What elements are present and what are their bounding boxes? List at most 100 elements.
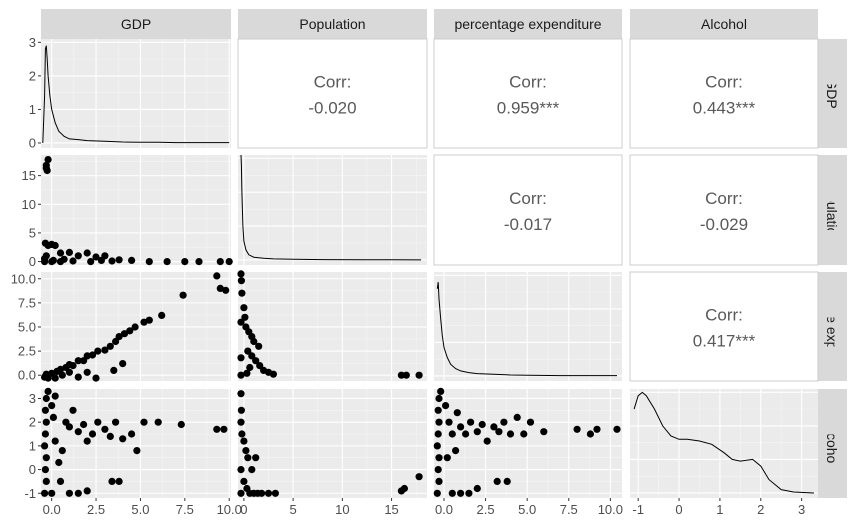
column-strip-label: percentage expenditure <box>454 16 601 32</box>
correlation-value: 0.959*** <box>497 99 560 118</box>
scatter-point <box>540 428 548 436</box>
scatter-point <box>213 425 221 433</box>
scatter-point <box>434 466 442 474</box>
scatter-point <box>163 258 171 266</box>
scatter-point <box>467 418 475 426</box>
correlation-panel <box>629 38 819 149</box>
scatter-point <box>442 402 450 410</box>
scatter-point <box>83 352 91 360</box>
scatter-point <box>242 447 250 455</box>
scatter-point <box>264 489 273 497</box>
x-tick-label: 7.5 <box>560 502 578 517</box>
correlation-label: Corr: <box>705 189 743 208</box>
scatter-point <box>41 406 50 414</box>
scatter-point <box>108 257 116 265</box>
x-tick-label: 3 <box>798 502 805 517</box>
scatter-point <box>448 489 456 497</box>
density-line-alcohol <box>633 391 814 494</box>
scatter-point <box>42 418 50 426</box>
scatter-point <box>250 337 258 346</box>
scatter-point <box>92 253 100 261</box>
row-strip-alcohol <box>818 389 847 498</box>
column-strip-percentage-expenditure <box>434 9 622 39</box>
scatter-point <box>83 437 91 445</box>
scatter-point <box>433 442 441 450</box>
y-tick-label: 5 <box>29 225 36 240</box>
y-tick-label: 10 <box>22 197 36 212</box>
scatter-point <box>593 425 601 433</box>
scatter-point <box>44 374 52 382</box>
scatter-point <box>252 357 260 365</box>
scatter-point <box>87 258 95 266</box>
scatter-point <box>237 277 245 285</box>
x-tick-label: 0 <box>240 502 247 517</box>
scatter-point <box>586 430 595 438</box>
y-tick-label: 2 <box>29 68 36 83</box>
scatter-point <box>51 392 59 400</box>
row-strip-percentage-expenditure <box>818 272 847 381</box>
scatter-point <box>69 362 77 370</box>
scatter-point <box>106 342 114 350</box>
scatter-point <box>437 387 445 395</box>
scatter-point <box>237 354 245 362</box>
scatter-point <box>503 477 511 485</box>
panel-background <box>434 389 622 498</box>
scatter-point <box>69 257 77 265</box>
scatter-point <box>435 418 443 426</box>
scatter-point <box>222 286 230 294</box>
scatter-point <box>435 394 443 403</box>
scatter-point <box>119 435 127 443</box>
scatter-point <box>452 447 460 455</box>
scatter-point <box>65 423 73 431</box>
y-tick-label: 0 <box>29 462 36 477</box>
scatter-point <box>101 425 109 433</box>
scatter-point <box>94 347 102 355</box>
correlation-value: 0.417*** <box>693 332 756 351</box>
scatter-point <box>246 363 254 372</box>
x-tick-label: 2 <box>757 502 764 517</box>
scatter-point <box>101 346 109 354</box>
scatter-point <box>179 291 187 299</box>
x-tick-label: 2.5 <box>477 502 495 517</box>
x-tick-label: 10 <box>335 502 349 517</box>
correlation-panel <box>237 38 428 149</box>
scatter-point <box>216 258 224 266</box>
scatter-point <box>490 423 498 431</box>
scatter-point <box>133 447 141 455</box>
column-strip-gdp <box>41 9 231 39</box>
correlation-label: Corr: <box>705 73 743 92</box>
row-strip-gdp <box>818 39 847 148</box>
correlation-label: Corr: <box>705 306 743 325</box>
scatter-point <box>115 256 123 264</box>
scatter-point <box>448 430 456 438</box>
x-tick-label: -1 <box>632 502 644 517</box>
scatter-point <box>462 430 470 438</box>
column-strip-alcohol <box>630 9 818 39</box>
x-tick-label: 10.0 <box>598 502 623 517</box>
scatter-point <box>128 256 136 264</box>
scatter-point <box>513 413 521 421</box>
scatter-point <box>573 425 581 433</box>
scatter-point <box>248 466 256 474</box>
scatter-point <box>115 477 123 485</box>
scatter-point <box>140 418 148 426</box>
scatter-point <box>65 489 73 497</box>
correlation-value: -0.029 <box>700 215 748 234</box>
scatter-point <box>220 425 228 433</box>
scatter-point <box>97 256 105 264</box>
scatter-point <box>213 272 221 280</box>
scatter-point <box>41 489 49 497</box>
scatter-point <box>241 313 249 321</box>
panel-backgrounds <box>41 9 847 498</box>
x-tick-label: 7.5 <box>176 502 194 517</box>
scatter-point <box>41 466 50 474</box>
x-tick-label: 5.0 <box>131 502 149 517</box>
chart-marks <box>38 41 814 501</box>
x-tick-label: 15 <box>384 502 398 517</box>
scatter-point <box>88 351 97 359</box>
scatter-point <box>74 357 82 365</box>
scatter-point <box>435 477 443 485</box>
scatter-point <box>74 428 82 436</box>
panel-background <box>41 39 231 148</box>
